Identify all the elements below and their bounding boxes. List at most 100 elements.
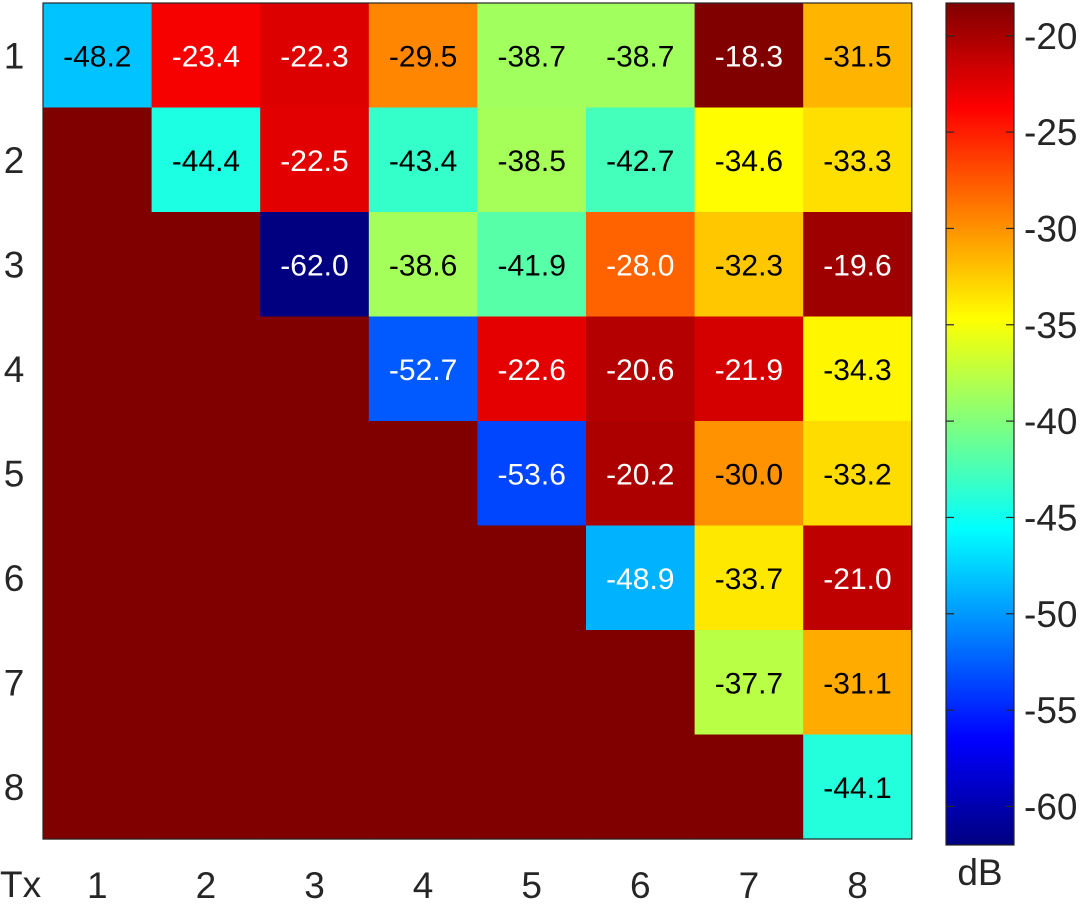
y-tick-label: 7 [4,662,25,703]
heatmap-cell-value: -33.3 [823,145,891,178]
heatmap-cell-r2-c8 [803,107,913,213]
heatmap-cell-value: -62.0 [280,249,348,282]
heatmap-cell-value: -38.7 [498,40,566,73]
heatmap-cell-value: -21.9 [715,354,783,387]
y-tick-label: 8 [4,767,25,808]
heatmap-cell-empty [586,630,696,736]
heatmap-cell-value: -43.4 [389,145,457,178]
heatmap-cell-value: -38.5 [498,145,566,178]
colorbar-tick-label: -30 [1024,208,1077,249]
heatmap-cell-value: -33.7 [715,563,783,596]
heatmap-cell-value: -34.3 [823,354,891,387]
heatmap-cell-r1-c3 [260,3,370,109]
heatmap-cell-r1-c4 [368,3,478,109]
colorbar-tick-label: -35 [1024,305,1077,346]
heatmap-cell-empty [477,525,587,631]
y-tick-label: 3 [4,244,25,285]
colorbar-ticks: -20 -25 -30 -35 -40 -45 -50 -55 -60 [946,16,1077,827]
x-tick-label: 1 [87,865,108,906]
heatmap-cell-value: -52.7 [389,354,457,387]
y-tick-label: 2 [4,140,25,181]
heatmap-cell-empty [694,734,804,840]
y-tick-label: 4 [4,349,25,390]
x-axis-label: Tx [0,864,42,905]
heatmap-cell-empty [151,734,261,840]
heatmap-cell-empty [368,734,478,840]
colorbar-tick-label: -60 [1024,786,1077,827]
heatmap-cell-value: -53.6 [498,458,566,491]
x-tick-label: 6 [630,865,651,906]
heatmap-cell-r5-c6 [586,421,696,527]
heatmap-cell-value: -28.0 [606,249,674,282]
heatmap-cell-r3-c7 [694,212,804,318]
heatmap-cell-r3-c6 [586,212,696,318]
colorbar-tick-label: -45 [1024,497,1077,538]
heatmap-cell-empty [151,421,261,527]
y-axis-tick-labels: 1 2 3 4 5 6 7 8 [4,35,25,808]
heatmap-cell-empty [260,421,370,527]
heatmap-cell-value: -22.3 [280,40,348,73]
heatmap-cell-r2-c2 [151,107,261,213]
heatmap-cell-r4-c6 [586,316,696,422]
heatmap-cell-empty [43,734,153,840]
heatmap-cell-empty [368,421,478,527]
heatmap-cell-value: -23.4 [172,40,240,73]
heatmap-cell-empty [43,630,153,736]
heatmap-cell-empty [43,316,153,422]
heatmap-cell-r4-c5 [477,316,587,422]
heatmap-cell-r7-c8 [803,630,913,736]
heatmap-cell-empty [260,630,370,736]
heatmap-cell-empty [477,630,587,736]
heatmap-cell-empty [43,212,153,318]
heatmap-cell-value: -18.3 [715,40,783,73]
heatmap-cell-r1-c8 [803,3,913,109]
heatmap-cell-value: -20.2 [606,458,674,491]
heatmap-cell-empty [477,734,587,840]
heatmap-cell-value: -31.5 [823,40,891,73]
heatmap-cell-value: -19.6 [823,249,891,282]
colorbar: -20 -25 -30 -35 -40 -45 -50 -55 -60 dB [945,2,1077,893]
plot-frame [42,2,913,840]
heatmap-cell-value: -38.6 [389,249,457,282]
heatmap-cell-r3-c3 [260,212,370,318]
heatmap-cell-r5-c7 [694,421,804,527]
heatmap-cell-r2-c3 [260,107,370,213]
heatmap-cell-value: -31.1 [823,667,891,700]
heatmap-cell-r3-c5 [477,212,587,318]
colorbar-label: dB [957,852,1002,893]
heatmap-cell-r3-c8 [803,212,913,318]
heatmap-cell-r2-c4 [368,107,478,213]
y-tick-label: 6 [4,558,25,599]
heatmap-cell-empty [260,734,370,840]
heatmap-cell-r1-c6 [586,3,696,109]
colorbar-gradient [945,2,1015,846]
heatmap-cell-r1-c1 [43,3,153,109]
x-tick-label: 2 [196,865,217,906]
heatmap-cell-value: -44.1 [823,772,891,805]
heatmap-plot-area: -48.2 -23.4 -22.3 -29.5 -38.7 -38.7 -18.3 -31.5… [42,2,913,840]
heatmap-cell-r6-c6 [586,525,696,631]
heatmap-cell-empty [260,525,370,631]
colorbar-tick-label: -50 [1024,594,1077,635]
heatmap-cell-empty [151,525,261,631]
heatmap-cell-value: -42.7 [606,145,674,178]
heatmap-cell-empty [368,525,478,631]
x-tick-label: 5 [521,865,542,906]
heatmap-cell-value: -37.7 [715,667,783,700]
heatmap-cell-labels: -48.2 -23.4 -22.3 -29.5 -38.7 -38.7 -18.3 -31.5… [63,40,892,805]
heatmap-cell-r5-c5 [477,421,587,527]
heatmap-cell-r5-c8 [803,421,913,527]
y-tick-label: 5 [4,453,25,494]
heatmap-cell-r2-c5 [477,107,587,213]
heatmap-cells [43,3,913,840]
heatmap-cell-r7-c7 [694,630,804,736]
heatmap-cell-value: -20.6 [606,354,674,387]
x-tick-label: 7 [739,865,760,906]
heatmap-cell-r4-c7 [694,316,804,422]
heatmap-cell-value: -44.4 [172,145,240,178]
heatmap-cell-r6-c8 [803,525,913,631]
heatmap-cell-value: -38.7 [606,40,674,73]
heatmap-cell-empty [151,630,261,736]
heatmap-cell-empty [43,107,153,213]
